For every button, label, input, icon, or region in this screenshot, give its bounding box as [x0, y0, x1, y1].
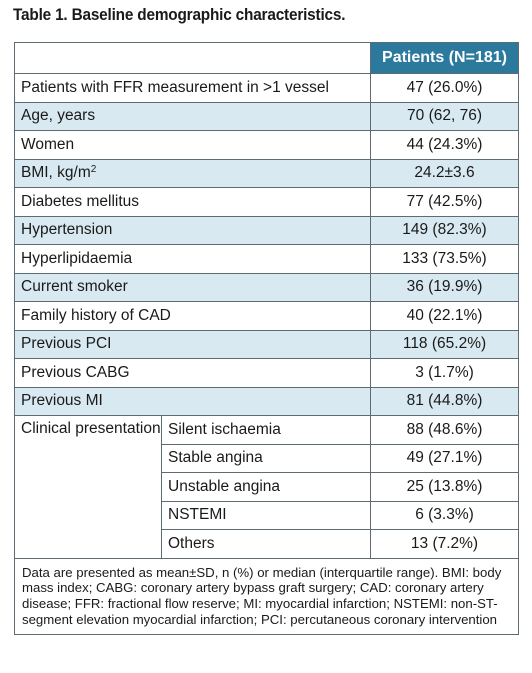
sub-row-label: Unstable angina	[161, 472, 371, 502]
table-row: Family history of CAD 40 (22.1%)	[14, 301, 519, 331]
row-value: 81 (44.8%)	[370, 386, 519, 416]
row-label: Family history of CAD	[14, 301, 371, 331]
table-row: Clinical presentation Silent ischaemia 8…	[14, 415, 519, 559]
sub-row-label: Silent ischaemia	[161, 415, 371, 445]
row-value: 47 (26.0%)	[370, 73, 519, 103]
table-row: Others 13 (7.2%)	[15, 529, 519, 559]
row-label: Women	[14, 130, 371, 160]
row-value: 24.2±3.6	[370, 158, 519, 188]
table-row: Current smoker 36 (19.9%)	[14, 272, 519, 302]
sub-row-value: 88 (48.6%)	[370, 415, 519, 445]
sub-row-label: Stable angina	[161, 443, 371, 473]
table-row: Women 44 (24.3%)	[14, 130, 519, 160]
table-row: Age, years 70 (62, 76)	[14, 101, 519, 131]
sub-row-value: 6 (3.3%)	[370, 500, 519, 530]
table-header-row: Patients (N=181)	[14, 42, 519, 74]
row-label: Current smoker	[14, 272, 371, 302]
row-value: 118 (65.2%)	[370, 329, 519, 359]
sub-row-label: Others	[161, 529, 371, 559]
table-row: Stable angina 49 (27.1%)	[15, 443, 519, 473]
sub-row-value: 13 (7.2%)	[370, 529, 519, 559]
row-label: Hyperlipidaemia	[14, 244, 371, 274]
table-row: Previous CABG 3 (1.7%)	[14, 358, 519, 388]
row-label: Previous PCI	[14, 329, 371, 359]
row-value: 36 (19.9%)	[370, 272, 519, 302]
table-row: Previous PCI 118 (65.2%)	[14, 329, 519, 359]
table-row: Diabetes mellitus 77 (42.5%)	[14, 187, 519, 217]
row-label: Previous CABG	[14, 358, 371, 388]
table-row: Previous MI 81 (44.8%)	[14, 386, 519, 416]
sub-row-value: 25 (13.8%)	[370, 472, 519, 502]
row-label: Age, years	[14, 101, 371, 131]
table-caption: Table 1. Baseline demographic characteri…	[13, 6, 346, 24]
row-label: BMI, kg/m2	[14, 158, 371, 188]
row-value: 40 (22.1%)	[370, 301, 519, 331]
superscript: 2	[90, 164, 97, 176]
row-label: Patients with FFR measurement in >1 vess…	[14, 73, 371, 103]
table-row: Hypertension 149 (82.3%)	[14, 215, 519, 245]
table-footnote: Data are presented as mean±SD, n (%) or …	[14, 557, 519, 635]
row-label: Previous MI	[14, 386, 371, 416]
header-empty-cell	[14, 42, 371, 74]
sub-row-label: NSTEMI	[161, 500, 371, 530]
row-value: 77 (42.5%)	[370, 187, 519, 217]
row-value: 70 (62, 76)	[370, 101, 519, 131]
row-value: 133 (73.5%)	[370, 244, 519, 274]
column-header-patients: Patients (N=181)	[370, 42, 519, 74]
baseline-characteristics-table: Patients (N=181) Patients with FFR measu…	[14, 42, 519, 635]
row-value: 44 (24.3%)	[370, 130, 519, 160]
table-row: Patients with FFR measurement in >1 vess…	[14, 73, 519, 103]
footnote-row: Data are presented as mean±SD, n (%) or …	[14, 557, 519, 635]
row-value: 3 (1.7%)	[370, 358, 519, 388]
row-value: 149 (82.3%)	[370, 215, 519, 245]
table-row: NSTEMI 6 (3.3%)	[15, 500, 519, 530]
table-row: Hyperlipidaemia 133 (73.5%)	[14, 244, 519, 274]
table-row: BMI, kg/m2 24.2±3.6	[14, 158, 519, 188]
sub-row-value: 49 (27.1%)	[370, 443, 519, 473]
row-label-text: BMI, kg/m	[21, 164, 91, 182]
row-label: Hypertension	[14, 215, 371, 245]
row-label: Diabetes mellitus	[14, 187, 371, 217]
clinical-presentation-label: Clinical presentation	[14, 415, 162, 559]
